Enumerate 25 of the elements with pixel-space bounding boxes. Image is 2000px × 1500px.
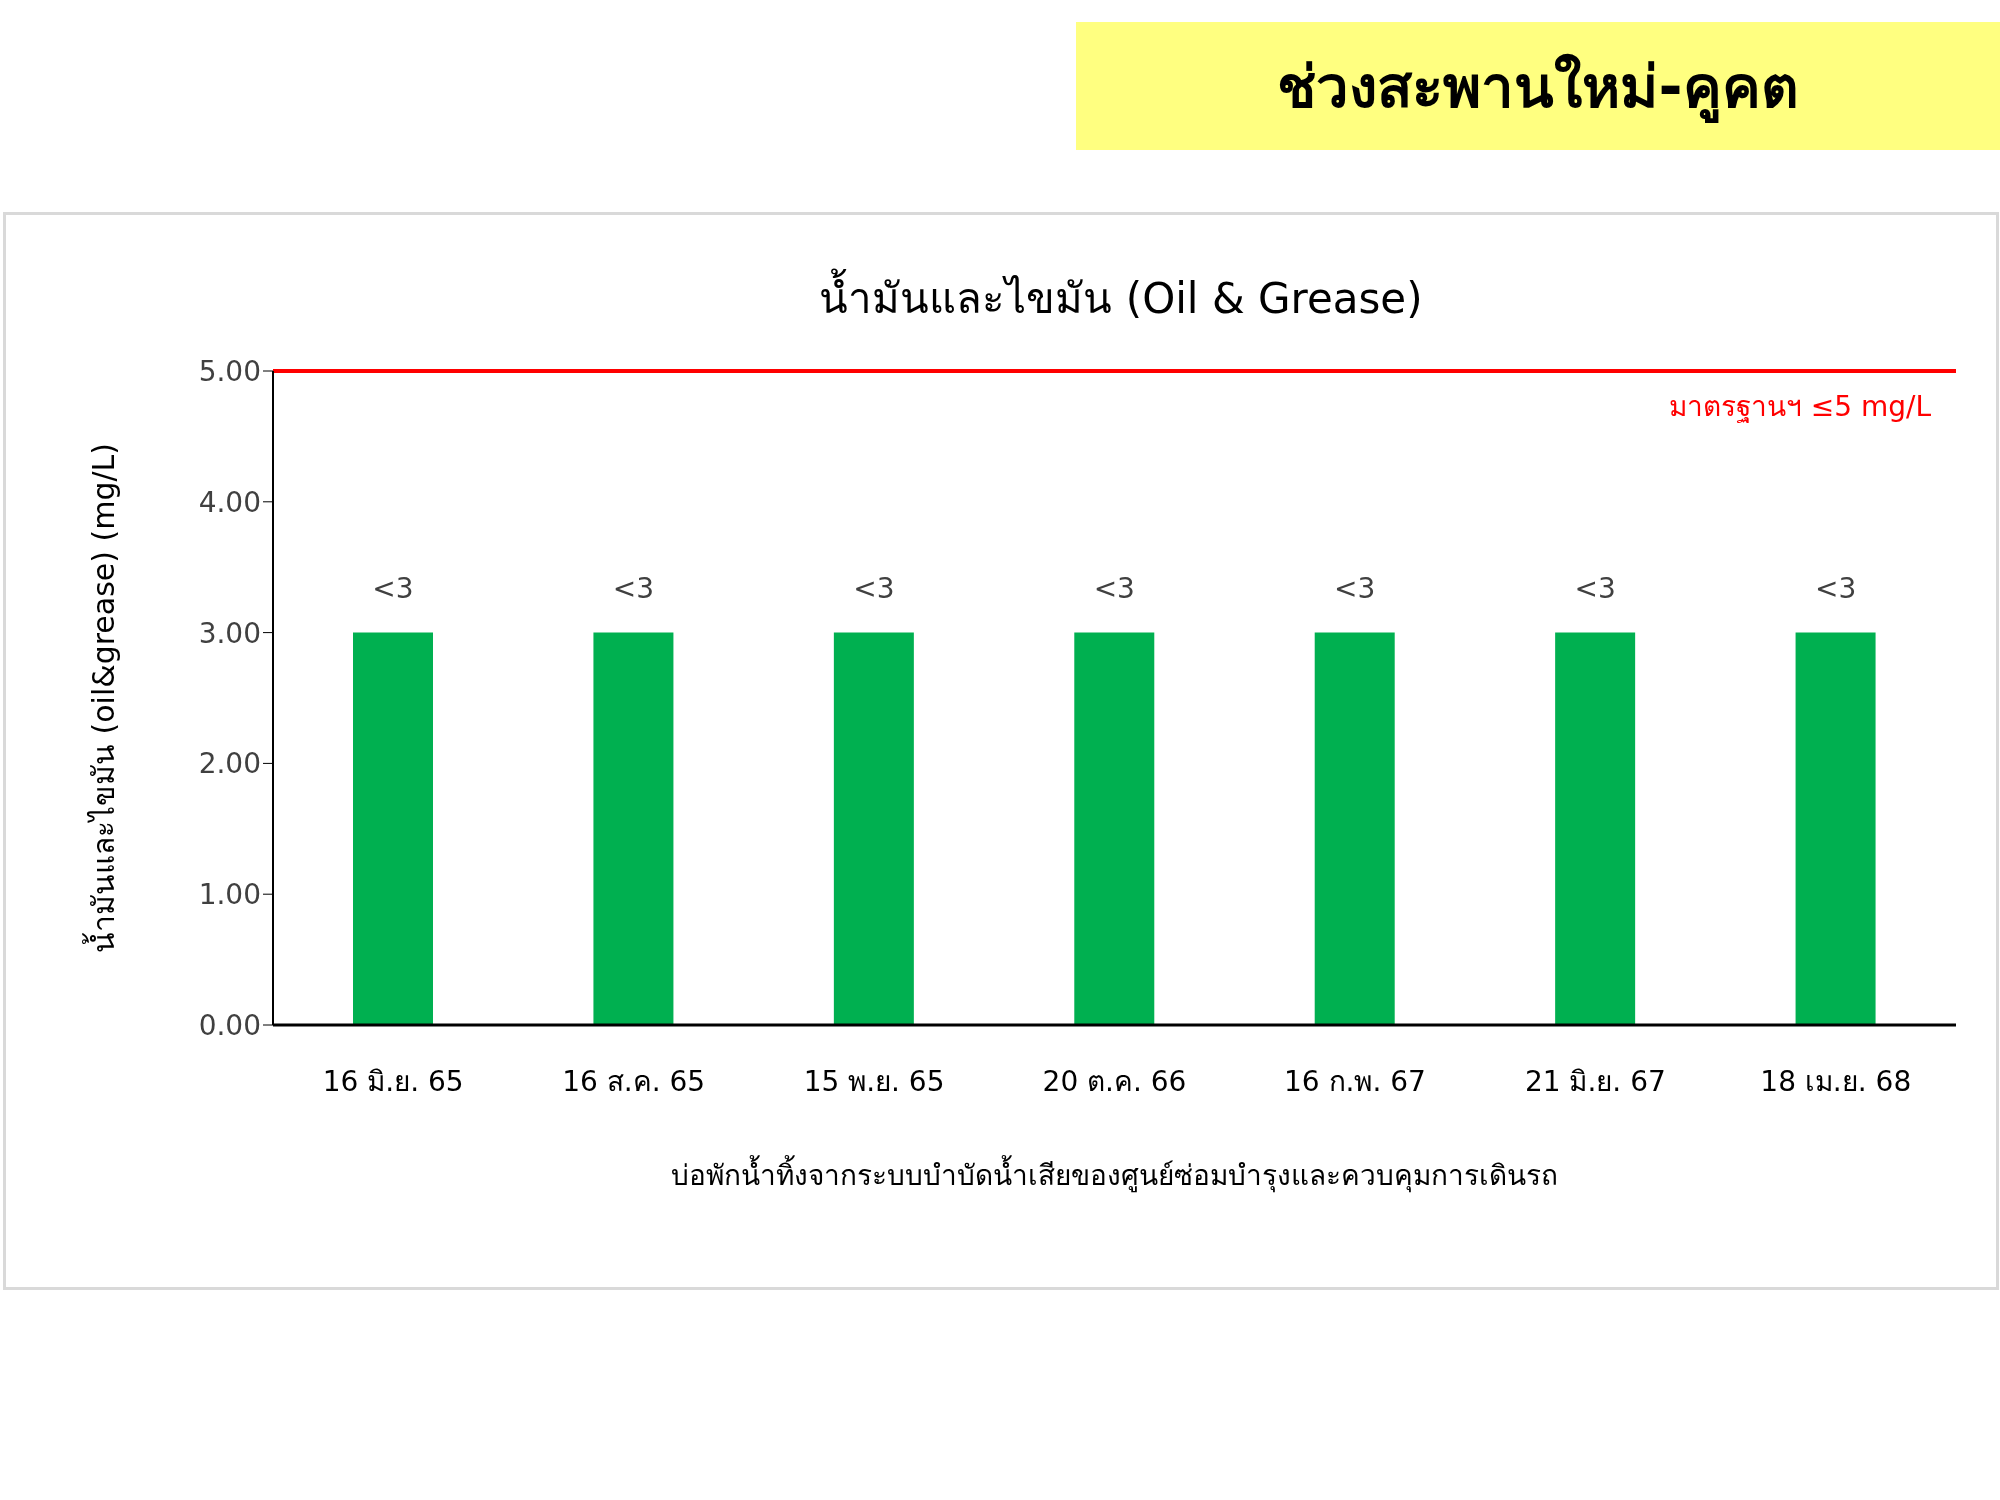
x-tick-label: 18 เม.ย. 68 — [1760, 1064, 1912, 1098]
x-tick-label: 16 ส.ค. 65 — [562, 1064, 706, 1098]
x-tick-label: 21 มิ.ย. 67 — [1524, 1064, 1666, 1098]
y-tick-label: 0.00 — [198, 1008, 261, 1042]
x-axis-title: บ่อพักน้ำทิ้งจากระบบบำบัดน้ำเสียของศูนย์ซ่อมบำรุงและควบคุมการเดินรถ — [671, 1155, 1558, 1193]
y-tick-label: 3.00 — [198, 616, 261, 650]
data-label: <3 — [612, 571, 655, 605]
x-tick-label: 15 พ.ย. 65 — [803, 1064, 945, 1098]
data-label: <3 — [1814, 571, 1857, 605]
data-label: <3 — [1574, 571, 1616, 605]
y-axis-title: น้ำมันและไขมัน (oil&grease) (mg/L) — [81, 442, 121, 954]
x-tick-label: 20 ต.ค. 66 — [1042, 1064, 1187, 1098]
y-tick-label: 1.00 — [198, 878, 261, 912]
x-tick-label: 16 มิ.ย. 65 — [322, 1064, 464, 1098]
x-tick-label: 16 ก.พ. 67 — [1284, 1064, 1426, 1098]
ref-line-label: มาตรฐานฯ ≤5 mg/L — [1668, 389, 1932, 423]
data-label: <3 — [1334, 571, 1376, 605]
data-label: <3 — [1093, 571, 1135, 605]
chart-title: ช่วงสะพานใหม่-คูคต — [1076, 22, 2000, 150]
chart-subtitle: น้ำมันและไขมัน (Oil & Grease) — [818, 267, 1424, 325]
y-tick-label: 2.00 — [198, 747, 261, 781]
data-label: <3 — [372, 571, 414, 605]
y-tick-label: 4.00 — [198, 485, 261, 519]
data-label: <3 — [853, 571, 895, 605]
y-tick-label: 5.00 — [198, 354, 261, 388]
